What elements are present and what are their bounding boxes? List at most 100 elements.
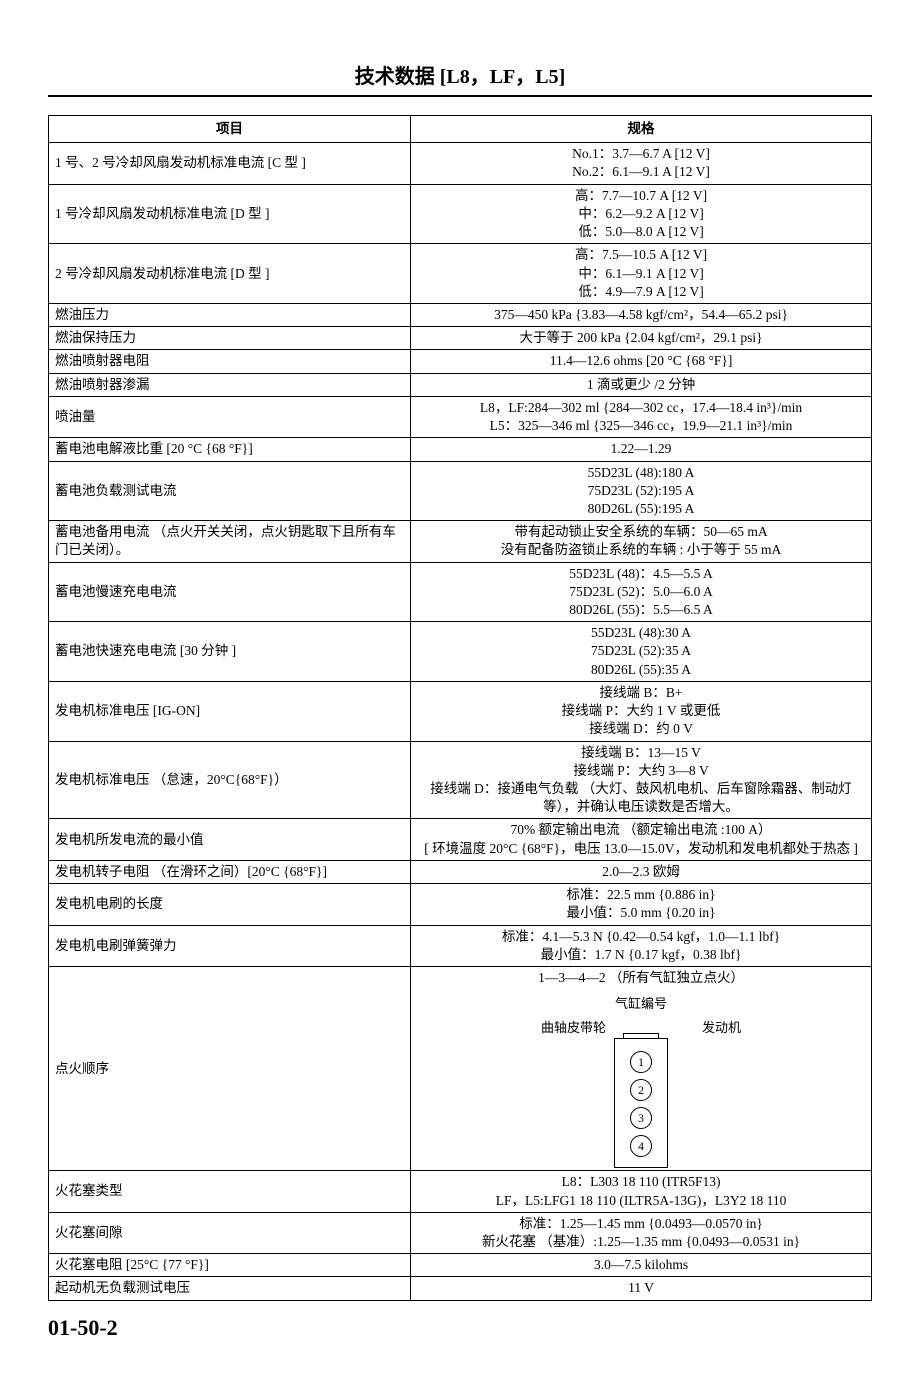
spec-line: 接线端 P：大约 3—8 V: [417, 762, 865, 780]
table-row: 起动机无负载测试电压 11 V: [49, 1277, 872, 1300]
cell-spec: 标准：22.5 mm {0.886 in}最小值：5.0 mm {0.20 in…: [411, 884, 872, 925]
cell-spec: 高：7.7—10.7 A [12 V]中：6.2—9.2 A [12 V]低：5…: [411, 184, 872, 244]
spec-line: 80D26L (55):35 A: [417, 661, 865, 679]
cylinder-circle: 2: [630, 1079, 652, 1101]
spec-line: 接线端 P：大约 1 V 或更低: [417, 702, 865, 720]
spec-line: 1 滴或更少 /2 分钟: [417, 376, 865, 394]
table-row: 1 号、2 号冷却风扇发动机标准电流 [C 型 ]No.1：3.7—6.7 A …: [49, 143, 872, 184]
table-row: 蓄电池快速充电电流 [30 分钟 ]55D23L (48):30 A75D23L…: [49, 622, 872, 682]
cell-spec: 1 滴或更少 /2 分钟: [411, 373, 872, 396]
cell-item: 燃油喷射器电阻: [49, 350, 411, 373]
table-row: 1 号冷却风扇发动机标准电流 [D 型 ]高：7.7—10.7 A [12 V]…: [49, 184, 872, 244]
cell-spec: 70% 额定输出电流 （额定输出电流 :100 A）[ 环境温度 20°C {6…: [411, 819, 872, 860]
cell-spec: 标准：4.1—5.3 N {0.42—0.54 kgf，1.0—1.1 lbf}…: [411, 925, 872, 966]
table-row: 发电机标准电压 [IG-ON]接线端 B：B+接线端 P：大约 1 V 或更低接…: [49, 681, 872, 741]
table-row: 发电机所发电流的最小值70% 额定输出电流 （额定输出电流 :100 A）[ 环…: [49, 819, 872, 860]
cell-spec: 2.0—2.3 欧姆: [411, 860, 872, 883]
spec-line: 低：5.0—8.0 A [12 V]: [417, 223, 865, 241]
table-row: 火花塞类型L8：L303 18 110 (ITR5F13)LF，L5:LFG1 …: [49, 1171, 872, 1212]
pulley-tab: [623, 1033, 659, 1039]
table-row: 蓄电池负载测试电流 55D23L (48):180 A75D23L (52):19…: [49, 461, 872, 521]
cell-item: 发电机标准电压 （怠速，20°C{68°F}）: [49, 741, 411, 819]
cell-spec: 55D23L (48)：4.5—5.5 A75D23L (52)：5.0—6.0…: [411, 562, 872, 622]
cell-spec: 55D23L (48):30 A75D23L (52):35 A80D26L (…: [411, 622, 872, 682]
cell-item: 2 号冷却风扇发动机标准电流 [D 型 ]: [49, 244, 411, 304]
spec-line: No.2：6.1—9.1 A [12 V]: [417, 163, 865, 181]
cell-item: 1 号、2 号冷却风扇发动机标准电流 [C 型 ]: [49, 143, 411, 184]
title-rule: [48, 95, 872, 97]
cell-spec: 1—3—4—2 （所有气缸独立点火）气缸编号曲轴皮带轮发动机1234: [411, 966, 872, 1170]
cell-spec: 1.22—1.29: [411, 438, 872, 461]
spec-line: 11 V: [417, 1279, 865, 1297]
cell-item: 起动机无负载测试电压: [49, 1277, 411, 1300]
spec-line: 55D23L (48):180 A: [417, 464, 865, 482]
firing-order-text: 1—3—4—2 （所有气缸独立点火）: [417, 969, 865, 987]
table-row: 燃油喷射器电阻 11.4—12.6 ohms [20 °C {68 °F}]: [49, 350, 872, 373]
cell-item: 燃油喷射器渗漏: [49, 373, 411, 396]
cell-spec: 375—450 kPa {3.83—4.58 kgf/cm²，54.4—65.2…: [411, 303, 872, 326]
spec-line: 55D23L (48)：4.5—5.5 A: [417, 565, 865, 583]
cell-item: 火花塞电阻 [25°C {77 °F}]: [49, 1254, 411, 1277]
spec-line: No.1：3.7—6.7 A [12 V]: [417, 145, 865, 163]
cell-spec: 3.0—7.5 kilohms: [411, 1254, 872, 1277]
spec-line: 新火花塞 （基准）:1.25—1.35 mm {0.0493—0.0531 in…: [417, 1233, 865, 1251]
cell-item: 发电机电刷弹簧弹力: [49, 925, 411, 966]
table-row: 喷油量 L8，LF:284—302 ml {284—302 cc，17.4—18.…: [49, 396, 872, 437]
spec-line: 接线端 D：约 0 V: [417, 720, 865, 738]
spec-line: 大于等于 200 kPa {2.04 kgf/cm²，29.1 psi}: [417, 329, 865, 347]
table-row: 发电机电刷的长度标准：22.5 mm {0.886 in}最小值：5.0 mm …: [49, 884, 872, 925]
cell-item: 燃油保持压力: [49, 327, 411, 350]
cell-spec: 接线端 B：13—15 V接线端 P：大约 3—8 V接线端 D：接通电气负载 …: [411, 741, 872, 819]
table-row: 发电机转子电阻 （在滑环之间）[20°C {68°F}] 2.0—2.3 欧姆: [49, 860, 872, 883]
cell-spec: 标准：1.25—1.45 mm {0.0493—0.0570 in}新火花塞 （…: [411, 1212, 872, 1253]
spec-line: 70% 额定输出电流 （额定输出电流 :100 A）: [417, 821, 865, 839]
cell-spec: 大于等于 200 kPa {2.04 kgf/cm²，29.1 psi}: [411, 327, 872, 350]
table-row: 燃油压力375—450 kPa {3.83—4.58 kgf/cm²，54.4—…: [49, 303, 872, 326]
spec-line: 55D23L (48):30 A: [417, 624, 865, 642]
cell-spec: 11 V: [411, 1277, 872, 1300]
table-row: 燃油保持压力大于等于 200 kPa {2.04 kgf/cm²，29.1 ps…: [49, 327, 872, 350]
spec-line: 80D26L (55):195 A: [417, 500, 865, 518]
cell-item: 喷油量: [49, 396, 411, 437]
spec-line: L8，LF:284—302 ml {284—302 cc，17.4—18.4 i…: [417, 399, 865, 417]
spec-line: 80D26L (55)：5.5—6.5 A: [417, 601, 865, 619]
cell-item: 发电机转子电阻 （在滑环之间）[20°C {68°F}]: [49, 860, 411, 883]
cell-item: 火花塞间隙: [49, 1212, 411, 1253]
cylinder-circle: 1: [630, 1051, 652, 1073]
cell-item: 1 号冷却风扇发动机标准电流 [D 型 ]: [49, 184, 411, 244]
cell-spec: No.1：3.7—6.7 A [12 V]No.2：6.1—9.1 A [12 …: [411, 143, 872, 184]
cylinder-circle: 3: [630, 1107, 652, 1129]
page-number: 01-50-2: [48, 1315, 872, 1341]
spec-line: 接线端 D：接通电气负载 （大灯、鼓风机电机、后车窗除霜器、制动灯等），并确认电…: [417, 780, 865, 816]
table-row: 发电机电刷弹簧弹力标准：4.1—5.3 N {0.42—0.54 kgf，1.0…: [49, 925, 872, 966]
spec-line: 3.0—7.5 kilohms: [417, 1256, 865, 1274]
spec-line: 75D23L (52):35 A: [417, 642, 865, 660]
cylinder-circle: 4: [630, 1135, 652, 1157]
spec-line: 中：6.2—9.2 A [12 V]: [417, 205, 865, 223]
spec-table: 项目 规格 1 号、2 号冷却风扇发动机标准电流 [C 型 ]No.1：3.7—…: [48, 115, 872, 1301]
table-row: 蓄电池慢速充电电流55D23L (48)：4.5—5.5 A75D23L (52…: [49, 562, 872, 622]
spec-line: L5：325—346 ml {325—346 cc，19.9—21.1 in³}…: [417, 417, 865, 435]
cylinder-label: 气缸编号: [615, 995, 667, 1013]
cell-spec: L8：L303 18 110 (ITR5F13)LF，L5:LFG1 18 11…: [411, 1171, 872, 1212]
table-row: 蓄电池备用电流 （点火开关关闭，点火钥匙取下且所有车门已关闭）。带有起动锁止安全…: [49, 521, 872, 562]
spec-line: 低：4.9—7.9 A [12 V]: [417, 283, 865, 301]
spec-line: 标准：22.5 mm {0.886 in}: [417, 886, 865, 904]
table-row: 发电机标准电压 （怠速，20°C{68°F}）接线端 B：13—15 V接线端 …: [49, 741, 872, 819]
spec-line: 375—450 kPa {3.83—4.58 kgf/cm²，54.4—65.2…: [417, 306, 865, 324]
spec-line: 11.4—12.6 ohms [20 °C {68 °F}]: [417, 352, 865, 370]
cell-spec: 接线端 B：B+接线端 P：大约 1 V 或更低接线端 D：约 0 V: [411, 681, 872, 741]
spec-line: 接线端 B：B+: [417, 684, 865, 702]
spec-line: 标准：1.25—1.45 mm {0.0493—0.0570 in}: [417, 1215, 865, 1233]
cell-item: 蓄电池快速充电电流 [30 分钟 ]: [49, 622, 411, 682]
pulley-label: 曲轴皮带轮: [541, 1019, 606, 1037]
spec-line: 接线端 B：13—15 V: [417, 744, 865, 762]
spec-line: 75D23L (52):195 A: [417, 482, 865, 500]
cell-item: 蓄电池负载测试电流: [49, 461, 411, 521]
spec-line: 2.0—2.3 欧姆: [417, 863, 865, 881]
cell-item: 发电机标准电压 [IG-ON]: [49, 681, 411, 741]
firing-diagram: 气缸编号曲轴皮带轮发动机1234: [417, 995, 865, 1168]
cell-spec: L8，LF:284—302 ml {284—302 cc，17.4—18.4 i…: [411, 396, 872, 437]
spec-line: 标准：4.1—5.3 N {0.42—0.54 kgf，1.0—1.1 lbf}: [417, 928, 865, 946]
th-item: 项目: [49, 116, 411, 143]
